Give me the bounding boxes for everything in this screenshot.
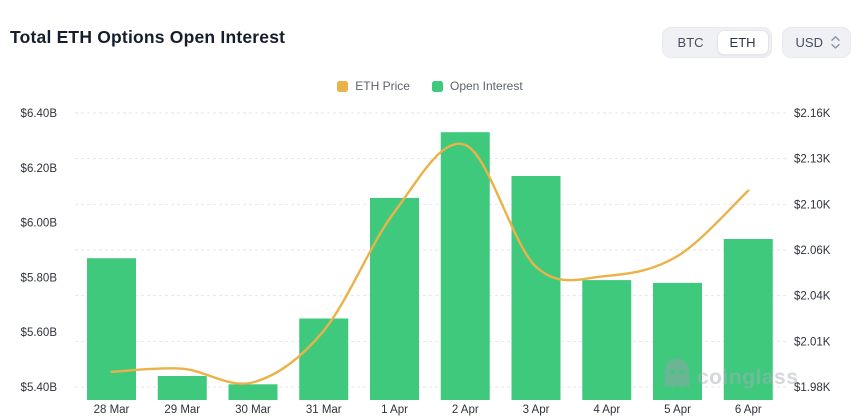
left-axis-label: $6.40B <box>21 108 58 120</box>
open-interest-bar[interactable] <box>228 384 278 400</box>
right-axis-label: $1.98K <box>794 382 831 394</box>
x-axis-label: 5 Apr <box>664 404 691 416</box>
open-interest-bar[interactable] <box>723 239 773 400</box>
right-axis-label: $2.13K <box>794 154 831 166</box>
x-axis-label: 28 Mar <box>94 404 130 416</box>
x-axis-label: 4 Apr <box>593 404 620 416</box>
legend-label-eth-price: ETH Price <box>355 79 410 93</box>
x-axis-label: 1 Apr <box>381 404 408 416</box>
currency-select-value: USD <box>795 35 823 50</box>
left-axis-label: $6.20B <box>21 163 58 175</box>
chart-legend: ETH Price Open Interest <box>0 79 860 93</box>
open-interest-bar[interactable] <box>653 282 702 400</box>
left-axis-label: $6.00B <box>21 218 58 230</box>
open-interest-bar[interactable] <box>582 280 632 400</box>
header-controls: BTC ETH USD <box>661 27 851 58</box>
open-interest-bar[interactable] <box>157 376 207 400</box>
x-axis-label: 30 Mar <box>235 404 271 416</box>
right-axis-label: $2.01K <box>794 336 831 348</box>
eth-price-swatch <box>337 80 349 92</box>
eth-price-line[interactable] <box>110 142 750 385</box>
legend-item-eth-price[interactable]: ETH Price <box>337 79 410 93</box>
open-interest-swatch <box>431 80 443 92</box>
left-axis-label: $5.60B <box>21 327 58 339</box>
x-axis-label: 29 Mar <box>164 404 200 416</box>
open-interest-bar[interactable] <box>370 197 419 400</box>
ghost-icon <box>664 358 690 388</box>
legend-item-open-interest[interactable]: Open Interest <box>431 79 523 93</box>
x-axis-label: 31 Mar <box>306 404 342 416</box>
legend-label-open-interest: Open Interest <box>449 79 523 93</box>
btc-toggle-button[interactable]: BTC <box>665 30 717 55</box>
coin-toggle: BTC ETH <box>661 27 772 58</box>
coinglass-watermark: coinglass <box>664 358 798 389</box>
x-axis-label: 3 Apr <box>523 404 550 416</box>
open-interest-bar[interactable] <box>87 258 136 400</box>
open-interest-bar[interactable] <box>511 176 561 400</box>
x-axis-label: 6 Apr <box>735 404 762 416</box>
right-axis-label: $2.10K <box>794 199 831 211</box>
right-axis-label: $2.04K <box>794 291 831 303</box>
eth-toggle-button[interactable]: ETH <box>716 30 769 55</box>
left-axis-label: $5.80B <box>21 272 58 284</box>
open-interest-bar[interactable] <box>440 132 490 400</box>
right-axis-label: $2.06K <box>794 245 831 257</box>
watermark-text: coinglass <box>697 366 798 389</box>
page-title: Total ETH Options Open Interest <box>10 27 286 47</box>
x-axis-label: 2 Apr <box>452 404 479 416</box>
right-axis-label: $2.16K <box>794 108 831 120</box>
currency-select[interactable]: USD <box>781 27 851 58</box>
left-axis-label: $5.40B <box>21 382 58 394</box>
chevron-up-down-icon <box>831 36 840 49</box>
